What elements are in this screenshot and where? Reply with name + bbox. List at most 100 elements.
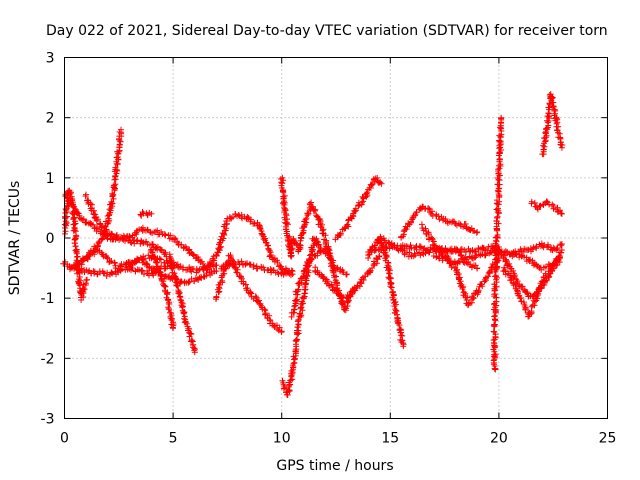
data-point — [422, 250, 429, 257]
data-point — [535, 288, 542, 295]
data-point — [407, 242, 414, 249]
data-point — [252, 293, 259, 300]
x-tick-label: 5 — [169, 431, 178, 447]
data-point — [558, 142, 565, 148]
y-tick-label: 2 — [46, 111, 55, 127]
data-point — [534, 206, 541, 213]
track-9 — [203, 211, 296, 279]
track-16 — [312, 264, 361, 302]
track-4 — [82, 191, 209, 272]
data-point — [558, 210, 565, 217]
data-point — [164, 291, 171, 298]
data-point — [170, 325, 177, 332]
track-6 — [137, 209, 155, 219]
data-point — [213, 262, 220, 269]
data-point — [293, 240, 300, 247]
data-point — [154, 227, 161, 234]
data-point — [109, 200, 116, 207]
data-point — [234, 269, 241, 276]
data-point — [161, 231, 168, 238]
data-point — [474, 265, 481, 272]
data-point — [109, 270, 116, 277]
data-point — [373, 260, 380, 267]
data-point — [331, 286, 338, 293]
track-8 — [147, 246, 177, 332]
data-point — [524, 290, 531, 297]
data-point — [383, 254, 390, 261]
data-point — [558, 241, 565, 247]
data-point — [330, 269, 337, 276]
data-point — [293, 337, 300, 344]
data-point — [262, 235, 268, 242]
data-point — [463, 256, 470, 263]
data-point — [267, 266, 274, 273]
data-point — [274, 259, 281, 266]
track-26 — [500, 253, 563, 320]
data-point — [148, 246, 155, 253]
track-27 — [506, 240, 565, 260]
data-point — [108, 269, 115, 276]
chart-title: Day 022 of 2021, Sidereal Day-to-day VTE… — [46, 23, 608, 39]
data-point — [167, 263, 174, 269]
data-point — [343, 271, 350, 278]
track-13 — [279, 235, 324, 398]
data-point — [94, 216, 101, 223]
data-point — [556, 253, 563, 259]
data-point — [69, 199, 76, 206]
data-point — [302, 280, 309, 287]
y-tick-label: 3 — [46, 51, 55, 67]
data-point — [506, 260, 513, 267]
data-point — [285, 269, 292, 276]
data-point — [186, 333, 193, 340]
data-point — [71, 227, 78, 234]
data-point — [470, 294, 477, 301]
data-point — [482, 252, 489, 259]
data-point — [462, 221, 469, 227]
data-point — [465, 300, 472, 307]
data-point — [528, 303, 535, 310]
data-point — [157, 271, 164, 278]
data-point — [522, 306, 529, 313]
data-point — [458, 253, 465, 259]
data-point — [85, 268, 91, 275]
data-point — [296, 311, 303, 317]
data-point — [542, 129, 549, 136]
plot-frame — [64, 57, 608, 419]
data-point — [521, 254, 527, 260]
y-tick-label: 1 — [46, 171, 55, 187]
data-point — [386, 270, 393, 277]
data-point — [400, 343, 407, 350]
data-point — [540, 146, 547, 153]
y-tick-label: -2 — [41, 351, 55, 367]
data-point — [541, 278, 548, 285]
data-point — [391, 303, 398, 310]
data-point — [183, 320, 190, 327]
data-point — [82, 193, 89, 200]
track-7 — [127, 254, 220, 287]
data-point — [364, 189, 371, 196]
data-point — [510, 282, 517, 289]
data-point — [262, 311, 269, 318]
track-11 — [218, 258, 296, 278]
data-point — [143, 238, 150, 245]
data-point — [337, 230, 344, 237]
data-point — [371, 247, 378, 254]
data-point — [213, 293, 220, 300]
data-point — [293, 343, 300, 350]
data-point — [431, 242, 438, 249]
data-point — [363, 190, 370, 197]
data-point — [70, 203, 77, 210]
data-point — [412, 212, 419, 219]
x-tick-label: 15 — [381, 431, 399, 447]
data-point — [371, 242, 378, 249]
data-point — [329, 267, 336, 274]
data-point — [111, 176, 118, 183]
data-point — [528, 198, 535, 205]
data-point — [517, 295, 524, 302]
data-point — [369, 181, 376, 187]
data-point — [288, 267, 295, 274]
data-point — [246, 261, 253, 268]
data-point — [165, 297, 172, 304]
data-point — [303, 266, 310, 273]
data-point — [352, 208, 358, 215]
